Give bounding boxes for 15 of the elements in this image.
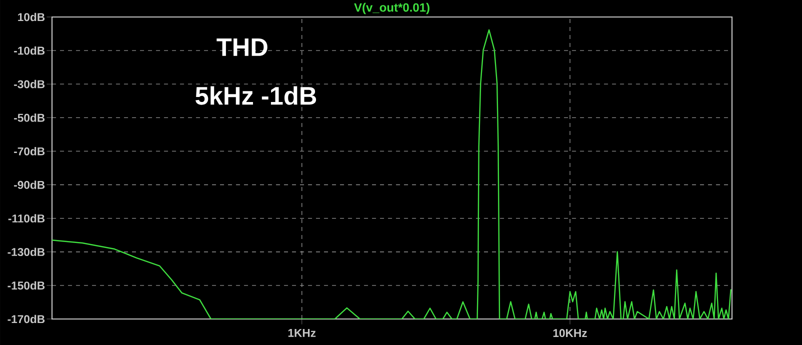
text: 5kHz -1dB: [196, 86, 316, 105]
y-tick-label: -70dB: [14, 147, 45, 156]
y-tick-label: -130dB: [8, 248, 45, 256]
x-tick-label: 1KHz: [288, 329, 316, 337]
y-tick-label: -30dB: [14, 80, 45, 88]
y-tick-label: -90dB: [14, 180, 45, 189]
text: V(v_out*0.01): [354, 2, 430, 14]
y-tick-label: -110dB: [8, 214, 45, 222]
y-tick-label: -10dB: [14, 46, 45, 55]
y-tick-label: -150dB: [8, 281, 45, 290]
x-tick-label: 10KHz: [553, 329, 587, 338]
y-tick-label: -170dB: [8, 314, 45, 324]
y-tick-label: -50dB: [14, 113, 45, 122]
y-tick-label: 10dB: [18, 12, 45, 22]
text: THD: [216, 38, 268, 56]
